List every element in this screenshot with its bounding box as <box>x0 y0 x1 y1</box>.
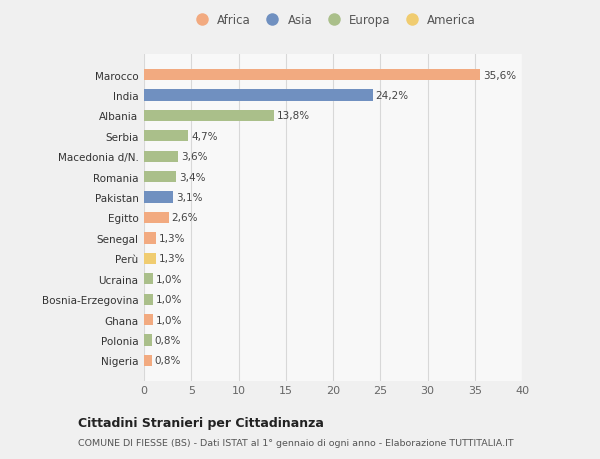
Text: 24,2%: 24,2% <box>376 91 409 101</box>
Text: Cittadini Stranieri per Cittadinanza: Cittadini Stranieri per Cittadinanza <box>78 416 324 429</box>
Bar <box>144 151 178 162</box>
Text: 1,0%: 1,0% <box>156 274 182 284</box>
Bar <box>144 355 152 366</box>
Bar <box>144 314 154 325</box>
Bar <box>144 233 156 244</box>
Bar <box>144 253 156 264</box>
Bar <box>144 294 154 305</box>
Text: 0,8%: 0,8% <box>154 356 181 365</box>
Bar <box>144 70 481 81</box>
Text: 3,4%: 3,4% <box>179 172 205 182</box>
Legend: Africa, Asia, Europa, America: Africa, Asia, Europa, America <box>188 12 478 30</box>
Text: COMUNE DI FIESSE (BS) - Dati ISTAT al 1° gennaio di ogni anno - Elaborazione TUT: COMUNE DI FIESSE (BS) - Dati ISTAT al 1°… <box>78 438 514 447</box>
Bar <box>144 172 176 183</box>
Text: 13,8%: 13,8% <box>277 111 310 121</box>
Text: 1,0%: 1,0% <box>156 315 182 325</box>
Bar <box>144 192 173 203</box>
Text: 1,3%: 1,3% <box>159 254 185 264</box>
Bar <box>144 213 169 224</box>
Text: 4,7%: 4,7% <box>191 132 218 141</box>
Text: 1,3%: 1,3% <box>159 233 185 243</box>
Text: 3,6%: 3,6% <box>181 152 208 162</box>
Text: 35,6%: 35,6% <box>483 71 517 80</box>
Bar <box>144 131 188 142</box>
Bar <box>144 274 154 285</box>
Text: 2,6%: 2,6% <box>172 213 198 223</box>
Bar <box>144 111 274 122</box>
Bar <box>144 335 152 346</box>
Text: 3,1%: 3,1% <box>176 193 203 203</box>
Bar <box>144 90 373 101</box>
Text: 1,0%: 1,0% <box>156 295 182 304</box>
Text: 0,8%: 0,8% <box>154 335 181 345</box>
